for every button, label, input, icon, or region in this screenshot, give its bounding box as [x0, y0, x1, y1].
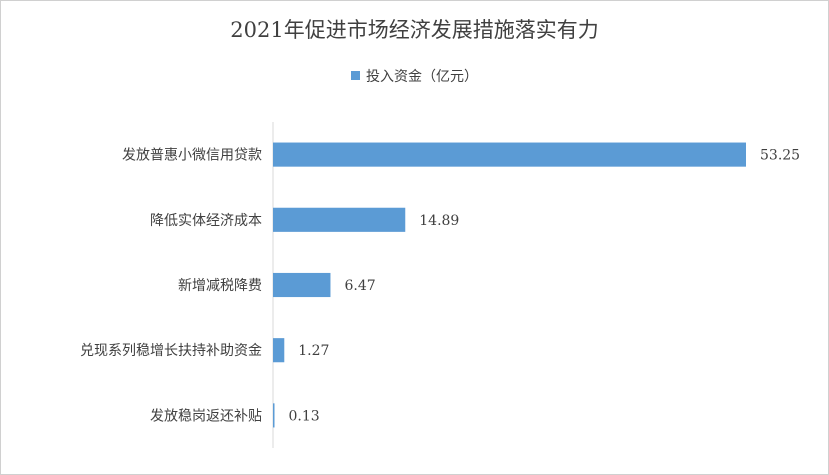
category-label: 降低实体经济成本 [150, 213, 262, 229]
bar-value-label: 0.13 [289, 408, 320, 424]
bar [273, 272, 331, 298]
value-labels: 53.25 14.89 6.47 1.27 0.13 [289, 148, 801, 425]
legend-swatch [351, 71, 360, 80]
category-label: 新增减税降费 [178, 278, 262, 294]
category-label: 发放普惠小微信用贷款 [122, 148, 262, 164]
bar-value-label: 1.27 [298, 343, 329, 359]
category-label: 兑现系列稳增长扶持补助资金 [80, 343, 262, 359]
bar-value-label: 14.89 [419, 213, 459, 229]
category-label: 发放稳岗返还补贴 [150, 408, 262, 424]
bar [273, 142, 746, 167]
legend-label: 投入资金（亿元） [366, 69, 478, 85]
bar [273, 207, 406, 232]
bars [273, 142, 746, 428]
chart-title: 2021年促进市场经济发展措施落实有力 [230, 18, 599, 42]
bar-value-label: 6.47 [344, 278, 375, 294]
chart-legend: 投入资金（亿元） [0, 66, 829, 86]
bar-value-label: 53.25 [760, 148, 800, 164]
bar [273, 403, 275, 428]
bar [273, 338, 285, 363]
category-labels: 发放普惠小微信用贷款降低实体经济成本新增减税降费兑现系列稳增长扶持补助资金发放稳… [80, 148, 262, 425]
